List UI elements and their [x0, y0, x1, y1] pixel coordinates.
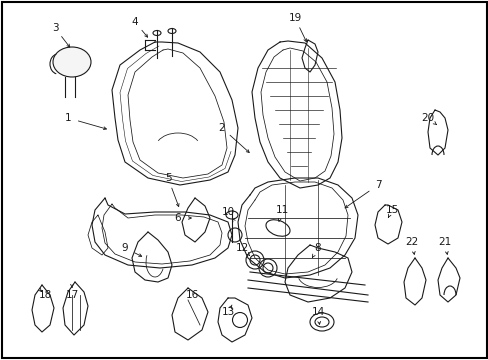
- Text: 3: 3: [52, 23, 58, 33]
- Text: 17: 17: [65, 290, 79, 300]
- Text: 9: 9: [122, 243, 128, 253]
- Text: 20: 20: [421, 113, 434, 123]
- Text: 2: 2: [218, 123, 225, 133]
- Text: 10: 10: [221, 207, 234, 217]
- Text: 22: 22: [405, 237, 418, 247]
- Text: 11: 11: [275, 205, 288, 215]
- Text: 18: 18: [38, 290, 52, 300]
- Text: 8: 8: [314, 243, 321, 253]
- Text: 1: 1: [64, 113, 71, 123]
- Text: 5: 5: [164, 173, 171, 183]
- Text: 12: 12: [235, 243, 248, 253]
- Text: 19: 19: [288, 13, 301, 23]
- Text: 6: 6: [174, 213, 181, 223]
- Text: 14: 14: [311, 307, 324, 317]
- Text: 15: 15: [385, 205, 398, 215]
- Text: 4: 4: [131, 17, 138, 27]
- Text: 16: 16: [185, 290, 198, 300]
- Text: 21: 21: [437, 237, 451, 247]
- Text: 7: 7: [374, 180, 381, 190]
- Text: 13: 13: [221, 307, 234, 317]
- Ellipse shape: [53, 47, 91, 77]
